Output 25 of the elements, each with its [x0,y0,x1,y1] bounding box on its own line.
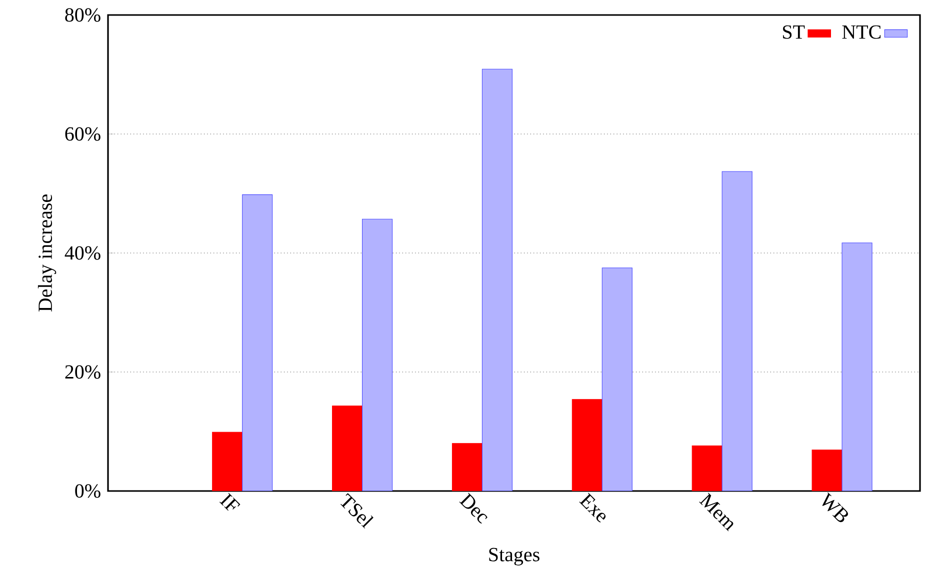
x-axis-title: Stages [489,548,540,566]
bar [362,218,393,491]
bar [692,446,722,491]
bar [332,406,363,491]
bar [812,450,842,491]
y-tick-label: 40% [64,246,100,260]
legend-label: NTC [842,25,881,39]
bar [242,194,273,491]
legend-label: ST [783,25,805,39]
bar [842,242,872,491]
x-tick-label: IF [219,492,240,511]
x-tick-label: Exe [579,492,606,522]
bar [452,443,482,491]
y-tick-label: 20% [65,365,100,379]
bar [572,399,602,491]
y-axis-title: Delay increase [38,194,56,312]
bar [722,171,752,491]
bar [212,432,243,491]
bar [602,268,632,491]
y-tick-label: 80% [65,8,100,22]
x-tick-label: Dec [459,492,488,524]
y-tick-label: 0% [75,484,100,498]
x-tick-label: WB [822,492,848,522]
bar [482,68,512,491]
y-tick-label: 60% [65,127,100,141]
